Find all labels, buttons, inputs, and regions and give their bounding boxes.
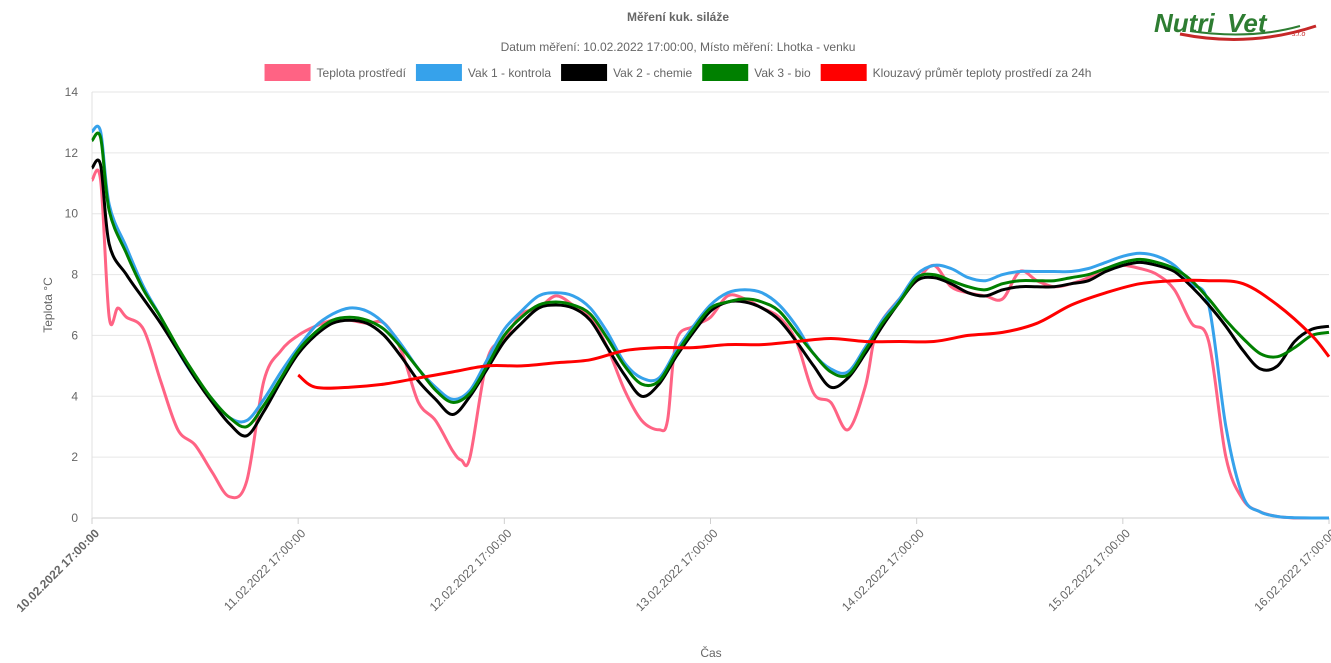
y-tick-label: 2 [71, 450, 78, 464]
y-tick-label: 4 [71, 389, 78, 403]
y-tick-label: 8 [71, 268, 78, 282]
legend-label: Teplota prostředí [317, 66, 407, 80]
logo-graphic: Nutri Vet s.r.o [1154, 8, 1317, 41]
series-line [90, 168, 1329, 520]
x-tick-label: 14.02.2022 17:00:00 [839, 526, 927, 614]
legend-item[interactable]: Teplota prostředí [264, 64, 407, 81]
x-tick-label: 16.02.2022 17:00:00 [1251, 526, 1331, 614]
legend-label: Vak 1 - kontrola [468, 66, 551, 80]
x-tick-label: 15.02.2022 17:00:00 [1045, 526, 1133, 614]
logo-text-nutri: Nutri [1154, 8, 1215, 38]
x-tick-label: 12.02.2022 17:00:00 [427, 526, 515, 614]
series-line [90, 131, 1330, 429]
series-line [90, 158, 1330, 438]
legend-item[interactable]: Klouzavý průměr teploty prostředí za 24h [820, 64, 1092, 81]
x-axis-label: Čas [700, 645, 721, 660]
chart-subtitle: Datum měření: 10.02.2022 17:00:00, Místo… [501, 40, 856, 54]
y-tick-label: 14 [65, 85, 79, 99]
x-tick-label: 13.02.2022 17:00:00 [633, 526, 721, 614]
legend-swatch [415, 64, 462, 81]
legend-swatch [702, 64, 749, 81]
legend-swatch [561, 64, 608, 81]
y-tick-label: 10 [65, 207, 79, 221]
y-tick-label: 6 [71, 328, 78, 342]
y-axis-label: Teplota °C [41, 277, 55, 333]
plot-area [90, 124, 1331, 520]
legend-label: Vak 3 - bio [754, 66, 811, 80]
chart-title: Měření kuk. siláže [627, 10, 729, 24]
x-tick-label: 11.02.2022 17:00:00 [221, 526, 308, 613]
axes: 0 2 4 6 8 10 12 14 10.02.2022 17:00:00 11.02.2022… [13, 85, 1331, 615]
legend-swatch [264, 64, 311, 81]
legend-item[interactable]: Vak 2 - chemie [561, 64, 693, 81]
legend-swatch [820, 64, 867, 81]
series-line [297, 278, 1331, 390]
nutrivet-logo: Nutri Vet s.r.o [1150, 4, 1320, 44]
legend: Teplota prostředí Vak 1 - kontrola Vak 2 -… [264, 64, 1092, 81]
y-tick-label: 12 [65, 146, 79, 160]
legend-label: Klouzavý průměr teploty prostředí za 24h [873, 66, 1092, 80]
x-tick-label: 10.02.2022 17:00:00 [13, 526, 102, 615]
logo-text-suffix: s.r.o [1292, 31, 1305, 38]
legend-item[interactable]: Vak 1 - kontrola [415, 64, 551, 81]
logo-text-vet: Vet [1227, 8, 1268, 38]
y-tick-label: 0 [71, 511, 78, 525]
series-line [90, 124, 1330, 520]
legend-label: Vak 2 - chemie [613, 66, 692, 80]
legend-item[interactable]: Vak 3 - bio [702, 64, 811, 81]
